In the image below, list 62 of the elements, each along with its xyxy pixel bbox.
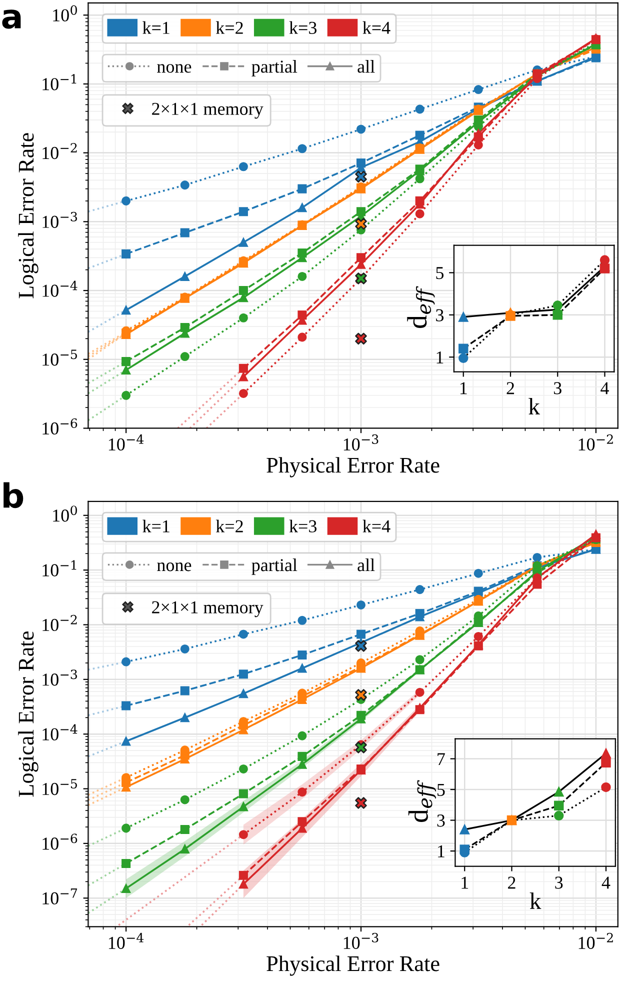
annotation: k=4: [362, 520, 390, 532]
y-tick-label: 10$^{0}$: [53, 506, 77, 522]
y-tick-label: 10$^{−7}$: [42, 888, 78, 904]
y-axis-title: d$_{eff}$: [408, 780, 436, 822]
annotation: all: [358, 60, 375, 73]
x-tick-label: 2: [508, 876, 516, 889]
y-tick-label: 10$^{0}$: [53, 5, 77, 22]
chart-title: b: [4, 482, 24, 508]
annotation: 2×1×1 memory: [152, 601, 264, 618]
y-tick-label: 10$^{−2}$: [42, 614, 77, 632]
x-tick-label: 10$^{−4}$: [108, 434, 144, 451]
x-tick-label: 4: [600, 382, 609, 394]
x-tick-label: 10$^{−4}$: [108, 932, 144, 949]
x-tick-label: 10$^{−2}$: [578, 932, 613, 949]
y-tick-label: 3: [436, 309, 444, 322]
annotation: k=2: [216, 520, 243, 532]
x-tick-label: 3: [555, 876, 563, 889]
x-tick-label: 2: [506, 382, 514, 394]
annotation: none: [157, 562, 192, 572]
y-tick-label: 1: [436, 351, 444, 364]
y-axis-title: d$_{eff}$: [407, 286, 435, 328]
x-tick-label: 10$^{−3}$: [344, 434, 378, 451]
y-tick-label: 10$^{−6}$: [42, 418, 78, 435]
annotation: partial: [252, 60, 298, 76]
y-tick-label: 10$^{−2}$: [42, 143, 77, 160]
x-tick-label: 3: [554, 382, 562, 394]
y-tick-label: 5: [436, 267, 444, 280]
y-tick-label: 10$^{−6}$: [42, 834, 78, 850]
y-tick-label: 1: [438, 845, 444, 858]
x-tick-label: 10$^{−3}$: [344, 932, 378, 949]
y-tick-label: 10$^{−4}$: [42, 280, 78, 297]
x-tick-label: 10$^{−2}$: [578, 434, 613, 451]
x-axis-title: Physical Error Rate: [266, 956, 440, 976]
x-axis-title: k: [530, 892, 542, 909]
y-tick-label: 5: [437, 784, 445, 796]
y-tick-label: 10$^{−3}$: [42, 212, 77, 228]
x-axis-title: Physical Error Rate: [266, 457, 440, 478]
y-tick-label: 3: [437, 814, 445, 827]
annotation: k=1: [142, 21, 170, 34]
annotation: all: [358, 558, 375, 572]
annotation: k=3: [289, 21, 317, 34]
x-axis-title: k: [528, 398, 540, 414]
annotation: none: [157, 64, 192, 73]
y-tick-label: 10$^{−3}$: [42, 670, 77, 686]
y-axis-title: Logical Error Rate: [18, 632, 38, 797]
y-axis-title: Logical Error Rate: [18, 133, 38, 298]
x-tick-label: 1: [460, 382, 467, 394]
y-tick-label: 10$^{−4}$: [42, 724, 78, 740]
y-tick-label: 10$^{−5}$: [42, 350, 77, 366]
y-tick-label: 10$^{−1}$: [42, 560, 76, 576]
annotation: k=3: [289, 520, 317, 532]
y-tick-label: 7: [438, 753, 445, 766]
chart-title: a: [2, 10, 21, 29]
y-tick-label: 10$^{−1}$: [42, 74, 76, 90]
x-tick-label: 4: [602, 876, 610, 889]
annotation: k=1: [142, 520, 170, 532]
annotation: partial: [252, 558, 298, 575]
x-tick-label: 1: [462, 876, 468, 889]
annotation: k=4: [362, 21, 390, 34]
annotation: k=2: [216, 21, 243, 34]
annotation: 2×1×1 memory: [152, 102, 264, 119]
y-tick-label: 10$^{−5}$: [42, 779, 77, 796]
